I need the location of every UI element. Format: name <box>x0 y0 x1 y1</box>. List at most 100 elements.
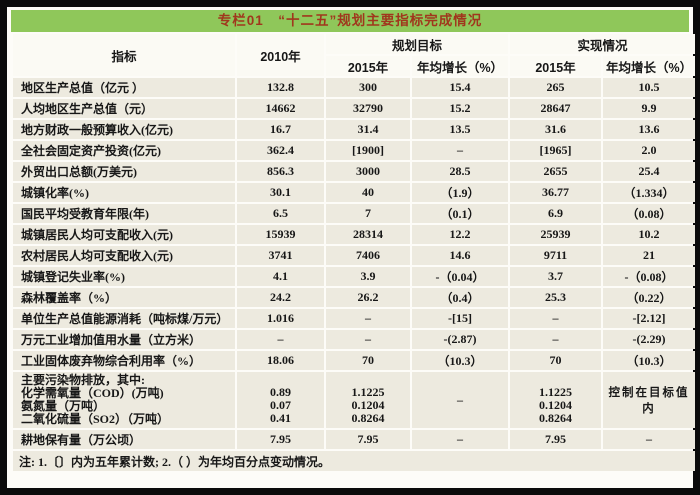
value-cell: 24.2 <box>237 288 324 307</box>
value-cell: （10.3） <box>412 351 509 370</box>
value-cell: – <box>412 372 509 428</box>
header-plan-growth: 年均增长（%） <box>412 56 509 76</box>
value-cell: 9.9 <box>603 99 696 118</box>
table-row: 城镇居民人均可支配收入(元) 15939 28314 12.2 25939 10.2 <box>13 225 696 244</box>
value-cell: 2655 <box>510 162 602 181</box>
value-cell: （0.08） <box>603 204 696 223</box>
indicators-table: 指标 2010年 规划目标 实现情况 2015年 年均增长（%） 2015年 年… <box>11 32 697 473</box>
cell-line: 0.1204 <box>539 398 573 412</box>
value-cell: 3.9 <box>326 267 410 286</box>
indicator-cell: 地方财政一般预算收入(亿元) <box>13 120 235 139</box>
table-footer: 注: 1.〔〕内为五年累计数; 2.（ ）为年均百分点变动情况。 <box>13 451 696 471</box>
value-cell: 31.6 <box>510 120 602 139</box>
value-cell: – <box>412 430 509 449</box>
table-row: 单位生产总值能源消耗（吨标煤/万元） 1.016– -[15] – -[2.12] <box>13 309 696 328</box>
indicator-cell: 单位生产总值能源消耗（吨标煤/万元） <box>13 309 235 328</box>
table-row: 耕地保有量（万公顷） 7.95 7.95–7.95– <box>13 430 696 449</box>
value-cell: 31.4 <box>326 120 410 139</box>
table-row: 主要污染物排放，其中: 化学需氧量（COD）(万吨) 氨氮量（万吨） 二氧化硫量（SO… <box>13 372 696 428</box>
header-actual-group: 实现情况 <box>510 34 696 54</box>
value-cell: – <box>510 309 602 328</box>
table-body: 地区生产总值（亿元 ） 132.8 300 15.4 265 10.5 人均地区生产总值（元… <box>13 78 696 449</box>
value-cell: 15.4 <box>412 78 509 97</box>
value-cell: 265 <box>510 78 602 97</box>
value-cell: （1.334） <box>603 183 696 202</box>
value-cell: 25.3 <box>510 288 602 307</box>
value-cell: 3741 <box>237 246 324 265</box>
cell-line: 氨氮量（万吨） <box>21 399 106 413</box>
indicator-cell: 森林覆盖率（%） <box>13 288 235 307</box>
value-cell: – <box>326 330 410 349</box>
value-cell: 10.2 <box>603 225 696 244</box>
value-cell: 25939 <box>510 225 602 244</box>
indicator-cell: 全社会固定资产投资(亿元) <box>13 141 235 160</box>
value-cell: – <box>603 430 696 449</box>
table-row: 城镇登记失业率(%) 4.1 3.9 -（0.04） 3.7 -（0.08） <box>13 267 696 286</box>
indicator-cell: 地区生产总值（亿元 ） <box>13 78 235 97</box>
value-cell: 362.4 <box>237 141 324 160</box>
table-row: 外贸出口总额(万美元) 856.3 3000 28.5 2655 25.4 <box>13 162 696 181</box>
value-cell: 7.95 <box>326 430 410 449</box>
cell-line: 1.1225 <box>539 385 573 399</box>
value-cell: 18.06 <box>237 351 324 370</box>
cell-line: 1.1225 <box>351 385 385 399</box>
indicator-cell: 国民平均受教育年限(年) <box>13 204 235 223</box>
value-cell: -(2.87) <box>412 330 509 349</box>
value-cell: 28.5 <box>412 162 509 181</box>
table-row: 城镇化率(%) 30.1 40 （1.9） 36.77 （1.334） <box>13 183 696 202</box>
value-cell: 1.1225 0.1204 0.8264 <box>510 372 602 428</box>
value-cell: 132.8 <box>237 78 324 97</box>
value-cell: 856.3 <box>237 162 324 181</box>
value-cell: （0.4） <box>412 288 509 307</box>
value-cell: 32790 <box>326 99 410 118</box>
cell-line: 0.89 <box>270 385 291 399</box>
value-cell: 3.7 <box>510 267 602 286</box>
header-row-sub: 2015年 年均增长（%） 2015年 年均增长（%） <box>13 56 696 76</box>
indicator-cell: 耕地保有量（万公顷） <box>13 430 235 449</box>
value-cell: 36.77 <box>510 183 602 202</box>
value-cell: 15939 <box>237 225 324 244</box>
indicator-cell: 人均地区生产总值（元） <box>13 99 235 118</box>
value-cell: 13.5 <box>412 120 509 139</box>
value-cell: [1900] <box>326 141 410 160</box>
table-row: 地方财政一般预算收入(亿元) 16.7 31.4 13.5 31.6 13.6 <box>13 120 696 139</box>
value-cell: 2.0 <box>603 141 696 160</box>
indicator-cell: 外贸出口总额(万美元) <box>13 162 235 181</box>
table-row: 人均地区生产总值（元） 14662 32790 15.2 28647 9.9 <box>13 99 696 118</box>
value-cell: 6.5 <box>237 204 324 223</box>
value-cell: [1965] <box>510 141 602 160</box>
value-cell: 12.2 <box>412 225 509 244</box>
value-cell: 10.5 <box>603 78 696 97</box>
table-title: 专栏01 “十二五”规划主要指标完成情况 <box>217 13 483 28</box>
table-row: 全社会固定资产投资(亿元) 362.4 [1900] – [1965] 2.0 <box>13 141 696 160</box>
value-cell: 40 <box>326 183 410 202</box>
value-cell: 7406 <box>326 246 410 265</box>
value-cell: （1.9） <box>412 183 509 202</box>
value-cell: 6.9 <box>510 204 602 223</box>
header-plan-2015: 2015年 <box>326 56 410 76</box>
note-row: 注: 1.〔〕内为五年累计数; 2.（ ）为年均百分点变动情况。 <box>13 451 696 471</box>
table-row: 地区生产总值（亿元 ） 132.8 300 15.4 265 10.5 <box>13 78 696 97</box>
table-header: 指标 2010年 规划目标 实现情况 2015年 年均增长（%） 2015年 年… <box>13 34 696 76</box>
value-cell: – <box>412 141 509 160</box>
table-row: 工业固体废弃物综合利用率（%） 18.06 70 （10.3） 70 （10.3） <box>13 351 696 370</box>
value-cell: （10.3） <box>603 351 696 370</box>
value-cell: 9711 <box>510 246 602 265</box>
value-cell: 7 <box>326 204 410 223</box>
value-cell: 70 <box>510 351 602 370</box>
cell-line: 化学需氧量（COD）(万吨) <box>21 386 164 400</box>
value-cell: – <box>510 330 602 349</box>
indicator-cell: 万元工业增加值用水量（立方米） <box>13 330 235 349</box>
value-cell: 30.1 <box>237 183 324 202</box>
header-actual-growth: 年均增长（%） <box>603 56 696 76</box>
cell-line: 0.07 <box>270 398 291 412</box>
value-cell: （0.22） <box>603 288 696 307</box>
value-cell: 1.1225 0.1204 0.8264 <box>326 372 410 428</box>
value-cell: -(2.29) <box>603 330 696 349</box>
header-2010: 2010年 <box>237 34 324 76</box>
value-cell: 15.2 <box>412 99 509 118</box>
value-cell: -[15] <box>412 309 509 328</box>
value-cell: 16.7 <box>237 120 324 139</box>
value-cell: 300 <box>326 78 410 97</box>
